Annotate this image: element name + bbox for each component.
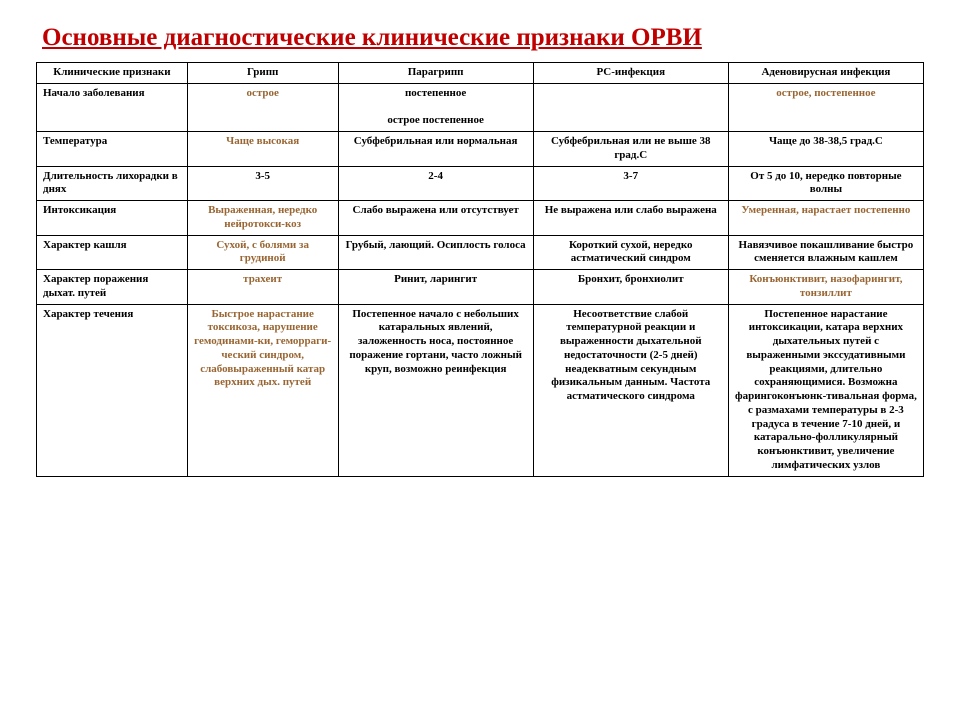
table-cell: острое <box>187 83 338 131</box>
table-row: Характер кашляСухой, с болями за грудино… <box>37 235 924 270</box>
table-cell: Сухой, с болями за грудиной <box>187 235 338 270</box>
table-cell: Выраженная, нередко нейротокси-коз <box>187 201 338 236</box>
table-row: ИнтоксикацияВыраженная, нередко нейроток… <box>37 201 924 236</box>
table-row: Характер теченияБыстрое нарастание токси… <box>37 304 924 476</box>
row-label: Начало заболевания <box>37 83 188 131</box>
table-cell: От 5 до 10, нередко повторные волны <box>728 166 923 201</box>
table-cell: Чаще высокая <box>187 132 338 167</box>
table-cell: Субфебрильная или не выше 38 град.С <box>533 132 728 167</box>
table-cell <box>533 83 728 131</box>
row-label: Интоксикация <box>37 201 188 236</box>
table-header-row: Клинические признаки Грипп Парагрипп РС-… <box>37 63 924 84</box>
col-header: РС-инфекция <box>533 63 728 84</box>
table-cell: Ринит, ларингит <box>338 270 533 305</box>
table-cell: Навязчивое покашливание быстро сменяется… <box>728 235 923 270</box>
table-cell: Не выражена или слабо выражена <box>533 201 728 236</box>
table-cell: Умеренная, нарастает постепенно <box>728 201 923 236</box>
table-cell: 3-7 <box>533 166 728 201</box>
table-cell: трахеит <box>187 270 338 305</box>
row-label: Длительность лихорадки в днях <box>37 166 188 201</box>
table-cell: Постепенное нарастание интоксикации, кат… <box>728 304 923 476</box>
table-cell: Слабо выражена или отсутствует <box>338 201 533 236</box>
row-label: Характер поражения дыхат. путей <box>37 270 188 305</box>
table-row: ТемператураЧаще высокаяСубфебрильная или… <box>37 132 924 167</box>
table-cell: Несоответствие слабой температурной реак… <box>533 304 728 476</box>
page-title: Основные диагностические клинические при… <box>42 24 924 52</box>
table-cell: Быстрое нарастание токсикоза, нарушение … <box>187 304 338 476</box>
table-cell: Грубый, лающий. Осиплость голоса <box>338 235 533 270</box>
col-header: Клинические признаки <box>37 63 188 84</box>
table-cell: Конъюнктивит, назофарингит, тонзиллит <box>728 270 923 305</box>
table-cell: острое, постепенное <box>728 83 923 131</box>
table-cell: Короткий сухой, нередко астматический си… <box>533 235 728 270</box>
row-label: Температура <box>37 132 188 167</box>
table-row: Начало заболеванияостроепостепенное остр… <box>37 83 924 131</box>
table-cell: Постепенное начало с небольших катаральн… <box>338 304 533 476</box>
row-label: Характер течения <box>37 304 188 476</box>
table-row: Характер поражения дыхат. путейтрахеитРи… <box>37 270 924 305</box>
table-cell: 2-4 <box>338 166 533 201</box>
table-cell: Чаще до 38-38,5 град.С <box>728 132 923 167</box>
table-cell: Бронхит, бронхиолит <box>533 270 728 305</box>
table-cell: 3-5 <box>187 166 338 201</box>
col-header: Грипп <box>187 63 338 84</box>
clinical-signs-table: Клинические признаки Грипп Парагрипп РС-… <box>36 62 924 477</box>
table-row: Длительность лихорадки в днях3-52-43-7От… <box>37 166 924 201</box>
col-header: Парагрипп <box>338 63 533 84</box>
row-label: Характер кашля <box>37 235 188 270</box>
col-header: Аденовирусная инфекция <box>728 63 923 84</box>
table-cell: постепенное острое постепенное <box>338 83 533 131</box>
table-cell: Субфебрильная или нормальная <box>338 132 533 167</box>
